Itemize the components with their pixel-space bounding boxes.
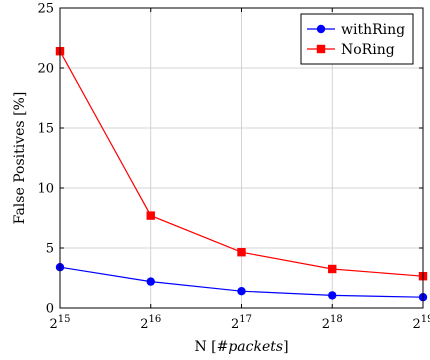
x-axis-label: N [#packets]: [194, 339, 288, 355]
x-axis-label-suffix: ]: [283, 339, 288, 355]
legend-marker-NoRing: [316, 44, 326, 54]
legend-marker-withRing: [316, 24, 326, 34]
data-point-NoRing: [237, 248, 246, 257]
y-tick-label: 15: [37, 122, 54, 137]
y-axis-ticks: 0 5 10 15 20 25: [37, 2, 423, 317]
y-tick-label: 20: [37, 62, 54, 77]
legend-label-withRing: withRing: [341, 22, 405, 38]
x-tick-label: 217: [231, 314, 252, 332]
x-axis-label-italic: packets: [228, 339, 283, 355]
legend-label-NoRing: NoRing: [341, 42, 395, 58]
data-point-withRing: [328, 291, 337, 300]
legend: withRing NoRing: [300, 13, 414, 65]
legend-box: [300, 13, 414, 65]
y-tick-label: 0: [46, 302, 54, 317]
data-point-withRing: [146, 277, 155, 286]
y-axis-label: False Positives [%]: [12, 92, 28, 225]
x-axis-ticks: 215 216 217 218 219: [49, 8, 430, 332]
x-axis-label-prefix: N [#: [194, 339, 228, 355]
data-point-NoRing: [146, 211, 155, 220]
data-point-withRing: [237, 287, 246, 296]
x-tick-label: 216: [140, 314, 161, 332]
y-tick-label: 5: [46, 242, 54, 257]
data-point-NoRing: [328, 264, 337, 274]
x-tick-label: 215: [49, 314, 70, 332]
x-tick-label: 219: [412, 314, 430, 332]
x-tick-label: 218: [322, 314, 343, 332]
y-tick-label: 25: [37, 2, 54, 17]
y-tick-label: 10: [37, 182, 54, 197]
